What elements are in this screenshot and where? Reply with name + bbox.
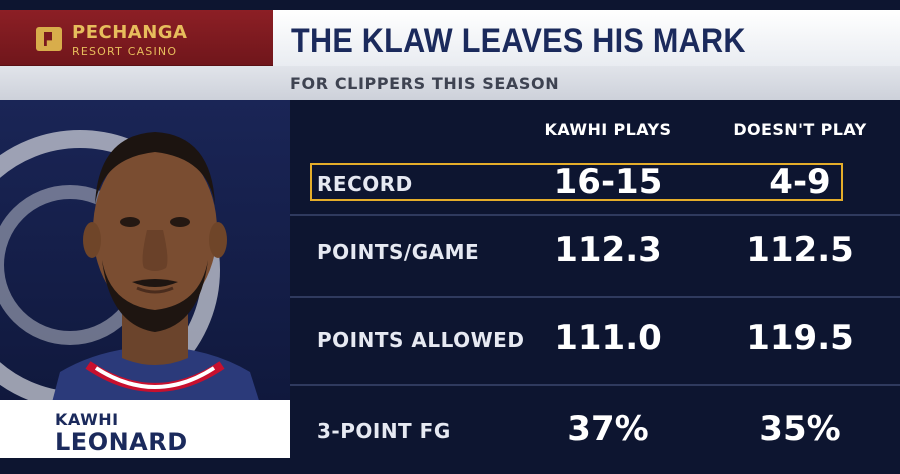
value-doesnt-play: 119.5 <box>746 318 854 358</box>
page-subtitle: FOR CLIPPERS THIS SEASON <box>290 74 560 93</box>
sponsor-name: PECHANGA <box>72 22 188 43</box>
value-kawhi-plays: 111.0 <box>554 318 662 358</box>
row-label: RECORD <box>317 172 413 196</box>
value-doesnt-play: 112.5 <box>746 230 854 270</box>
player-first-name: KAWHI <box>55 410 119 429</box>
value-kawhi-plays: 37% <box>567 409 649 449</box>
table-row-points-allowed: POINTS ALLOWED 111.0 119.5 <box>290 298 900 386</box>
value-kawhi-plays: 16-15 <box>553 162 663 202</box>
stats-table: KAWHI PLAYS DOESN'T PLAY RECORD 16-15 4-… <box>290 100 900 458</box>
row-divider <box>290 296 900 298</box>
value-doesnt-play: 35% <box>759 409 841 449</box>
column-header-doesnt-play: DOESN'T PLAY <box>733 120 867 139</box>
table-row-3pt-fg: 3-POINT FG 37% 35% <box>290 386 900 474</box>
player-name-box: KAWHI LEONARD <box>0 400 290 458</box>
sponsor-banner: PECHANGA RESORT CASINO <box>0 10 273 66</box>
value-kawhi-plays: 112.3 <box>554 230 662 270</box>
pechanga-logo-icon <box>36 27 62 51</box>
player-photo <box>50 132 262 410</box>
player-last-name: LEONARD <box>55 428 188 456</box>
subtitle-bar: FOR CLIPPERS THIS SEASON <box>0 66 900 100</box>
sponsor-subname: RESORT CASINO <box>72 45 178 58</box>
player-panel: KAWHI LEONARD <box>0 100 290 458</box>
table-row-record: RECORD 16-15 4-9 <box>290 120 900 216</box>
row-label: POINTS ALLOWED <box>317 328 525 352</box>
row-label: POINTS/GAME <box>317 240 480 264</box>
title-bar: THE KLAW LEAVES HIS MARK <box>273 10 900 66</box>
table-row-points-game: POINTS/GAME 112.3 112.5 <box>290 210 900 298</box>
record-highlight-box <box>310 163 843 201</box>
row-label: 3-POINT FG <box>317 419 451 443</box>
value-doesnt-play: 4-9 <box>769 162 831 202</box>
column-header-kawhi-plays: KAWHI PLAYS <box>544 120 672 139</box>
page-title: THE KLAW LEAVES HIS MARK <box>291 22 746 60</box>
row-divider <box>290 384 900 386</box>
row-divider <box>290 214 900 216</box>
